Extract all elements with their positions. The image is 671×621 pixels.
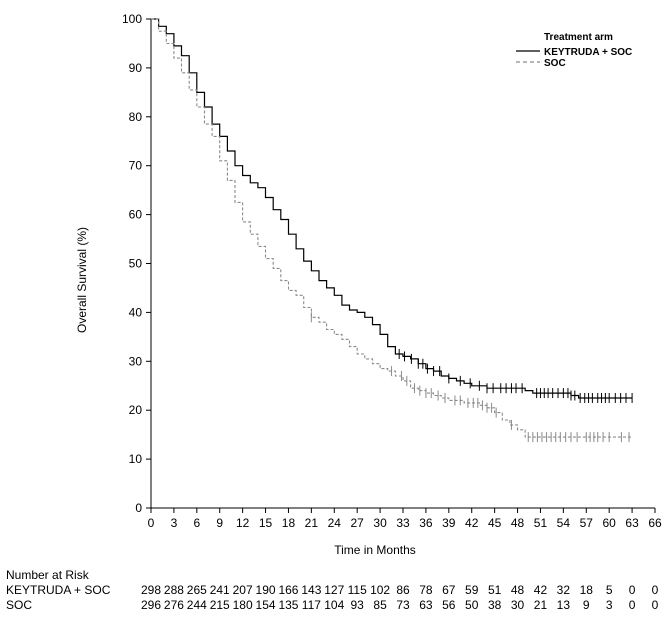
number-at-risk-table: 298 288 265 241 207 190 166 143 127 115 102 86 78 67 5… bbox=[141, 583, 659, 612]
y-tick-label: 10 bbox=[129, 452, 143, 466]
y-tick-label: 40 bbox=[129, 305, 143, 319]
x-tick-label: 30 bbox=[373, 516, 387, 530]
risk-value-keytruda: 0 bbox=[652, 583, 659, 597]
risk-value-keytruda: 51 bbox=[488, 583, 502, 597]
risk-row-label-soc: SOC bbox=[6, 598, 33, 612]
risk-value-keytruda: 32 bbox=[557, 583, 571, 597]
risk-value-keytruda: 48 bbox=[511, 583, 525, 597]
x-tick-label: 42 bbox=[465, 516, 479, 530]
x-axis-label: Time in Months bbox=[334, 543, 416, 557]
x-tick-label: 39 bbox=[442, 516, 456, 530]
risk-value-soc: 117 bbox=[302, 598, 321, 612]
risk-value-keytruda: 190 bbox=[256, 583, 276, 597]
x-tick-label: 51 bbox=[534, 516, 548, 530]
risk-value-soc: 135 bbox=[278, 598, 298, 612]
x-tick-label: 36 bbox=[419, 516, 433, 530]
y-tick-label: 0 bbox=[135, 501, 142, 515]
risk-value-soc: 9 bbox=[583, 598, 590, 612]
risk-value-keytruda: 0 bbox=[629, 583, 636, 597]
y-tick-label: 90 bbox=[129, 61, 143, 75]
x-tick-label: 18 bbox=[282, 516, 296, 530]
risk-value-soc: 21 bbox=[534, 598, 548, 612]
number-at-risk-title: Number at Risk bbox=[6, 568, 89, 582]
risk-value-soc: 180 bbox=[233, 598, 253, 612]
survival-curves bbox=[151, 18, 633, 443]
y-tick-label: 60 bbox=[129, 208, 143, 222]
x-tick-label: 48 bbox=[511, 516, 525, 530]
legend-label-keytruda: KEYTRUDA + SOC bbox=[544, 47, 632, 58]
risk-value-keytruda: 78 bbox=[419, 583, 433, 597]
risk-value-keytruda: 143 bbox=[301, 583, 321, 597]
risk-value-soc: 215 bbox=[210, 598, 230, 612]
y-axis-label: Overall Survival (%) bbox=[75, 227, 89, 333]
risk-value-keytruda: 265 bbox=[187, 583, 207, 597]
risk-value-soc: 93 bbox=[351, 598, 365, 612]
x-tick-label: 60 bbox=[603, 516, 617, 530]
risk-value-soc: 38 bbox=[488, 598, 502, 612]
x-tick-label: 45 bbox=[488, 516, 502, 530]
risk-value-soc: 0 bbox=[652, 598, 659, 612]
x-tick-label: 27 bbox=[351, 516, 365, 530]
risk-value-keytruda: 5 bbox=[606, 583, 613, 597]
x-tick-label: 15 bbox=[259, 516, 273, 530]
x-tick-label: 0 bbox=[148, 516, 155, 530]
risk-value-keytruda: 127 bbox=[324, 583, 344, 597]
y-tick-label: 30 bbox=[129, 354, 143, 368]
y-tick-label: 70 bbox=[129, 159, 143, 173]
risk-value-keytruda: 288 bbox=[164, 583, 184, 597]
risk-value-keytruda: 86 bbox=[396, 583, 410, 597]
risk-value-keytruda: 207 bbox=[233, 583, 253, 597]
risk-value-keytruda: 59 bbox=[465, 583, 479, 597]
risk-value-keytruda: 18 bbox=[580, 583, 594, 597]
y-tick-label: 20 bbox=[129, 403, 143, 417]
risk-value-soc: 0 bbox=[629, 598, 636, 612]
curve-keytruda-soc bbox=[151, 18, 633, 399]
legend-title: Treatment arm bbox=[544, 32, 613, 43]
risk-value-soc: 244 bbox=[187, 598, 207, 612]
risk-value-keytruda: 42 bbox=[534, 583, 548, 597]
risk-value-soc: 56 bbox=[442, 598, 456, 612]
x-tick-label: 9 bbox=[216, 516, 223, 530]
x-tick-label: 57 bbox=[580, 516, 594, 530]
y-tick-label: 50 bbox=[129, 257, 143, 271]
risk-value-keytruda: 166 bbox=[278, 583, 298, 597]
x-tick-label: 12 bbox=[236, 516, 250, 530]
x-tick-label: 54 bbox=[557, 516, 571, 530]
risk-value-soc: 85 bbox=[373, 598, 387, 612]
risk-value-soc: 104 bbox=[324, 598, 344, 612]
x-tick-label: 66 bbox=[648, 516, 662, 530]
risk-value-soc: 296 bbox=[141, 598, 161, 612]
risk-value-soc: 73 bbox=[396, 598, 410, 612]
risk-value-soc: 63 bbox=[419, 598, 433, 612]
x-tick-label: 6 bbox=[193, 516, 200, 530]
y-tick-label: 80 bbox=[129, 110, 143, 124]
risk-value-keytruda: 102 bbox=[370, 583, 390, 597]
risk-value-keytruda: 115 bbox=[348, 583, 367, 597]
risk-value-keytruda: 241 bbox=[210, 583, 230, 597]
risk-value-soc: 276 bbox=[164, 598, 184, 612]
risk-value-soc: 30 bbox=[511, 598, 525, 612]
x-tick-label: 24 bbox=[328, 516, 342, 530]
risk-row-label-keytruda: KEYTRUDA + SOC bbox=[6, 583, 111, 597]
risk-value-soc: 3 bbox=[606, 598, 613, 612]
x-tick-label: 63 bbox=[625, 516, 639, 530]
x-tick-label: 3 bbox=[171, 516, 178, 530]
axes bbox=[146, 18, 656, 513]
risk-value-soc: 13 bbox=[557, 598, 571, 612]
y-tick-label: 100 bbox=[122, 12, 142, 26]
risk-value-keytruda: 67 bbox=[442, 583, 456, 597]
risk-value-soc: 50 bbox=[465, 598, 479, 612]
x-tick-label: 33 bbox=[396, 516, 410, 530]
legend-label-soc: SOC bbox=[544, 58, 566, 69]
x-tick-label: 21 bbox=[305, 516, 319, 530]
risk-value-keytruda: 298 bbox=[141, 583, 161, 597]
legend: Treatment arm KEYTRUDA + SOC SOC bbox=[516, 32, 632, 69]
risk-value-soc: 154 bbox=[256, 598, 276, 612]
